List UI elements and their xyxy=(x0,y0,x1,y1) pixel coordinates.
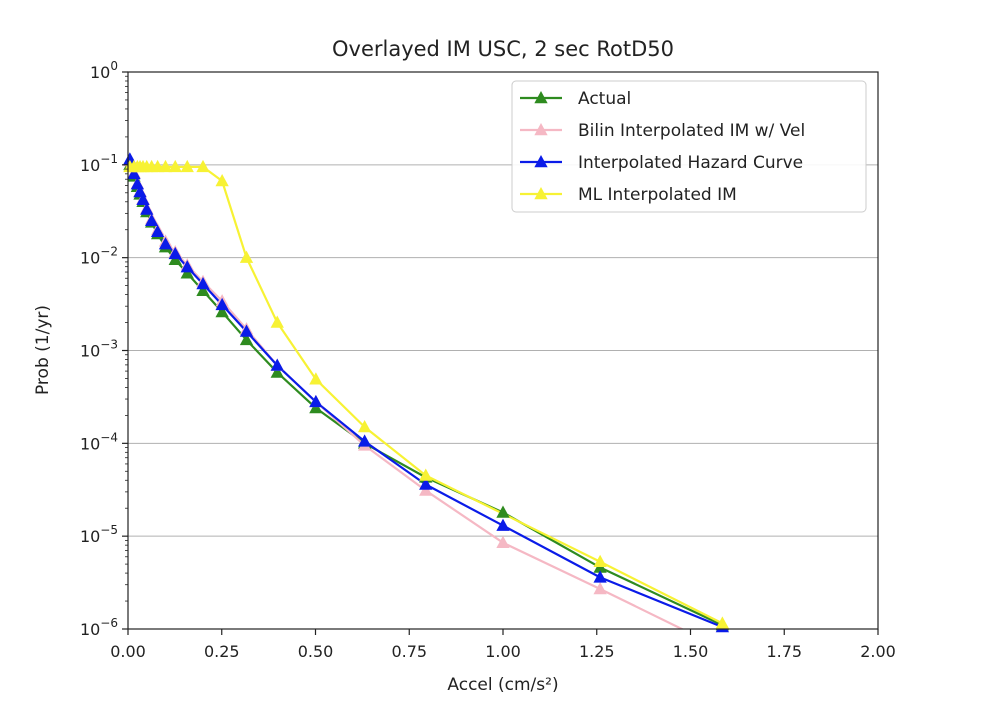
y-axis-label: Prob (1/yr) xyxy=(33,305,53,395)
y-tick-label: 10−4 xyxy=(80,430,118,453)
data-point xyxy=(144,213,159,226)
legend-label: Actual xyxy=(578,89,631,109)
data-point xyxy=(357,434,372,447)
data-point xyxy=(239,332,254,346)
data-point xyxy=(239,250,254,263)
data-point xyxy=(270,358,284,371)
y-tick-label: 10−1 xyxy=(80,152,118,175)
data-point xyxy=(158,237,173,250)
legend-label: ML Interpolated IM xyxy=(578,185,737,205)
x-tick-label: 0.75 xyxy=(391,642,427,661)
legend-marker xyxy=(534,187,548,200)
data-point xyxy=(309,372,323,385)
x-axis-label: Accel (cm/s²) xyxy=(447,675,558,695)
legend-marker xyxy=(534,155,548,168)
chart-title: Overlayed IM USC, 2 sec RotD50 xyxy=(332,37,674,61)
data-point xyxy=(419,468,433,481)
x-tick-label: 0.00 xyxy=(110,642,146,661)
x-tick-label: 1.75 xyxy=(766,642,802,661)
data-point xyxy=(136,192,150,206)
data-point xyxy=(419,477,433,490)
data-point xyxy=(215,304,229,318)
data-point xyxy=(593,581,607,595)
data-point xyxy=(196,159,210,173)
data-point xyxy=(180,159,194,173)
data-point xyxy=(196,283,210,297)
data-point xyxy=(196,277,210,290)
legend-label: Bilin Interpolated IM w/ Vel xyxy=(578,121,805,141)
x-tick-label: 1.00 xyxy=(485,642,521,661)
data-point xyxy=(140,202,154,215)
legend: Actual Bilin Interpolated IM w/ Vel Interp… xyxy=(511,80,867,213)
legend-marker xyxy=(534,123,548,136)
data-point xyxy=(496,518,510,531)
y-tick-label: 100 xyxy=(90,59,118,82)
data-point xyxy=(158,159,173,173)
y-tick-label: 10−6 xyxy=(80,616,118,639)
data-point xyxy=(168,246,182,260)
data-point xyxy=(309,401,323,414)
data-point xyxy=(593,570,607,583)
data-point xyxy=(168,159,182,173)
x-axis-ticks: 0.00 0.25 0.50 0.75 1.00 1.25 1.50 1.75 2.00 xyxy=(110,629,896,661)
legend-marker xyxy=(534,91,548,104)
data-point xyxy=(127,166,141,180)
x-tick-label: 1.25 xyxy=(579,642,615,661)
data-point xyxy=(239,324,254,337)
x-tick-label: 1.50 xyxy=(673,642,709,661)
data-point xyxy=(593,554,607,568)
data-point xyxy=(496,535,510,548)
data-point xyxy=(309,394,323,408)
y-tick-label: 10−5 xyxy=(80,523,118,546)
x-tick-label: 0.25 xyxy=(204,642,240,661)
x-tick-label: 2.00 xyxy=(860,642,896,661)
y-axis-ticks: 100 10−1 10−2 10−3 10−4 10−5 10−6 xyxy=(80,59,128,639)
data-point xyxy=(270,365,284,378)
y-tick-label: 10−2 xyxy=(80,245,118,268)
data-point xyxy=(270,315,284,328)
legend-label: Interpolated Hazard Curve xyxy=(578,153,803,173)
data-point xyxy=(715,616,730,629)
data-point xyxy=(215,173,229,187)
x-tick-label: 0.50 xyxy=(298,642,334,661)
data-point xyxy=(180,260,194,273)
data-point xyxy=(215,297,229,311)
data-point xyxy=(357,419,372,433)
data-point xyxy=(496,505,510,518)
data-point xyxy=(150,224,165,238)
legend-box xyxy=(511,80,867,213)
y-tick-label: 10−3 xyxy=(80,338,118,361)
marker-group xyxy=(123,152,730,633)
